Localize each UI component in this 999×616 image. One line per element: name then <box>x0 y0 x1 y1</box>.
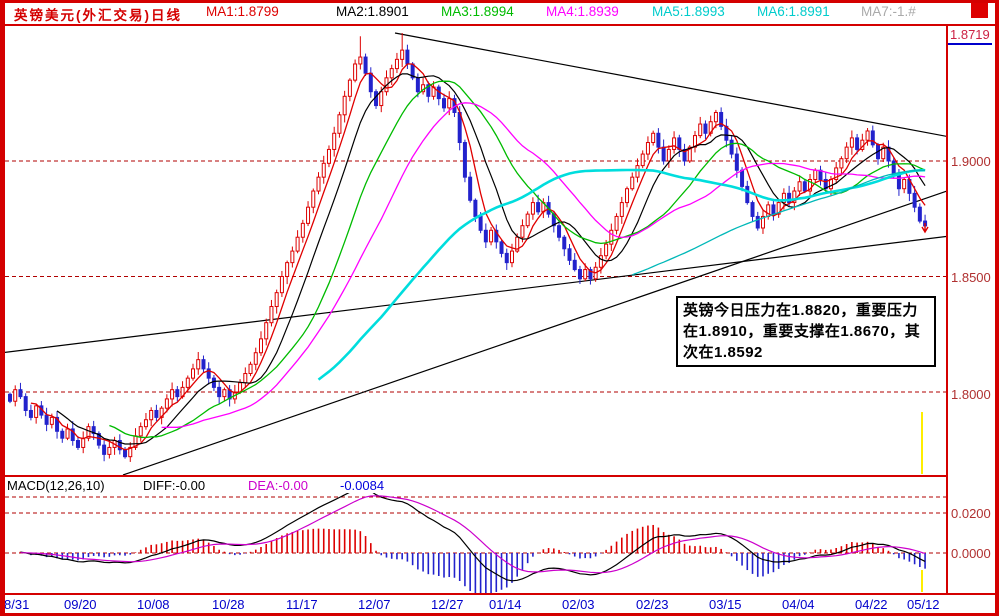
titlebar-separator <box>0 24 999 26</box>
price-axis-label: 1.8000 <box>951 387 991 402</box>
ma7-value-label: MA7:-1.# <box>861 4 916 19</box>
instrument-title: 英镑美元(外汇交易)日线 <box>14 8 182 23</box>
macd-diff-label: DIFF:-0.00 <box>143 478 206 493</box>
price-axis-line <box>946 24 948 594</box>
date-tick: 10/28 <box>212 597 245 612</box>
latest-price-tag: 1.8719 <box>948 27 992 45</box>
analyst-annotation-box: 英镑今日压力在1.8820，重要压力在1.8910，重要支撑在1.8670，其次… <box>676 296 936 367</box>
date-tick: 05/12 <box>907 597 940 612</box>
sell-arrow-icon <box>921 223 929 234</box>
ma3-value-label: MA3:1.8994 <box>441 4 514 19</box>
macd-axis-label: 0.0000 <box>951 546 991 561</box>
date-tick: 02/03 <box>562 597 595 612</box>
date-tick: 03/15 <box>709 597 742 612</box>
window-control-icon[interactable] <box>971 3 988 18</box>
date-tick: 02/23 <box>636 597 669 612</box>
ma-line-MA4 <box>161 102 926 429</box>
ma6-value-label: MA6:1.8991 <box>757 4 830 19</box>
ma-lines-layer <box>30 63 926 451</box>
price-axis-label: 1.8500 <box>951 270 991 285</box>
date-tick: 12/07 <box>358 597 391 612</box>
frame-bottom <box>0 613 999 616</box>
ma-line-MA3 <box>109 80 926 439</box>
trendlines-layer <box>5 32 947 475</box>
main-pane-bottom-border <box>0 475 947 477</box>
macd-axis-label: 0.0200 <box>951 506 991 521</box>
price-axis-label: 1.9000 <box>951 154 991 169</box>
date-tick: 09/20 <box>64 597 97 612</box>
cursor-layer <box>921 223 929 592</box>
date-tick: 01/14 <box>489 597 522 612</box>
descending-resistance <box>394 32 947 138</box>
ma2-value-label: MA2:1.8901 <box>336 4 409 19</box>
macd-dea-label: DEA:-0.00 <box>248 478 308 493</box>
date-tick: 11/17 <box>286 597 318 612</box>
macd-indicator-label: MACD(12,26,10) <box>7 478 105 493</box>
date-tick: 10/08 <box>137 597 170 612</box>
date-tick: 04/22 <box>855 597 888 612</box>
macd-peak-value-label: -0.0084 <box>340 478 385 493</box>
ma5-value-label: MA5:1.8993 <box>652 4 725 19</box>
ma-line-MA1 <box>30 63 926 451</box>
date-tick: 12/27 <box>431 597 464 612</box>
ma1-value-label: MA1:1.8799 <box>206 4 279 19</box>
ma-line-MA6 <box>632 169 926 276</box>
candles-layer <box>8 33 928 462</box>
macd-layer <box>19 493 926 594</box>
macd-pane-bottom-border <box>0 593 999 595</box>
ma4-value-label: MA4:1.8939 <box>546 4 619 19</box>
frame-right <box>995 0 999 616</box>
date-tick: 04/04 <box>782 597 815 612</box>
frame-left <box>0 0 5 616</box>
ma-line-MA2 <box>56 73 926 445</box>
date-tick: 8/31 <box>4 597 30 612</box>
frame-top <box>0 0 999 3</box>
